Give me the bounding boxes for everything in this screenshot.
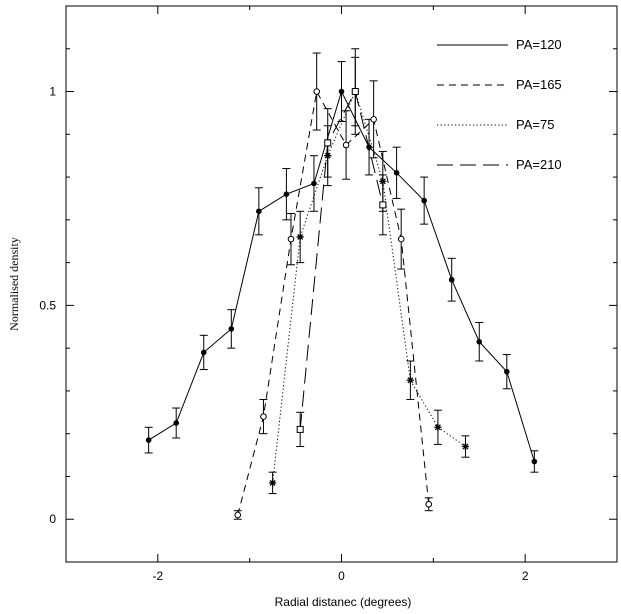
y-tick-label: 1 — [49, 85, 56, 99]
data-point — [287, 235, 295, 243]
series-line — [272, 90, 466, 483]
series-line — [299, 90, 384, 430]
data-point — [269, 479, 277, 487]
tick-labels: -2 0 2 0 0.5 1 — [39, 85, 529, 583]
data-point — [145, 437, 152, 443]
data-point — [531, 458, 538, 465]
x-axis-label: Radial distanec (degrees) — [275, 595, 412, 609]
ticks — [65, 5, 618, 563]
series-PA=120 — [144, 61, 539, 473]
data-point — [283, 191, 290, 197]
data-point — [260, 413, 267, 420]
data-point — [234, 511, 242, 519]
x-tick-label: 0 — [338, 569, 345, 583]
data-point — [425, 500, 433, 508]
legend-label: PA=210 — [516, 157, 562, 172]
data-point — [338, 88, 345, 95]
data-point — [351, 88, 359, 96]
data-point — [296, 233, 304, 241]
x-tick-label: 2 — [522, 569, 529, 583]
legend: PA=120 PA=165 PA=75 PA=210 — [437, 37, 562, 172]
data-point — [324, 139, 332, 147]
data-point — [228, 326, 235, 332]
legend-label: PA=165 — [516, 77, 562, 92]
data-point — [370, 116, 377, 123]
data-point — [393, 170, 400, 176]
y-tick-label: 0.5 — [39, 298, 56, 312]
data-point — [379, 201, 387, 209]
series-layer — [144, 48, 539, 520]
data-point — [476, 338, 483, 345]
data-point — [397, 235, 405, 243]
data-point — [311, 180, 317, 187]
data-point — [421, 197, 427, 204]
y-tick-label: 0 — [49, 512, 56, 526]
series-line — [237, 90, 430, 516]
data-point — [256, 208, 262, 215]
data-point — [200, 349, 207, 356]
data-point — [296, 425, 304, 433]
data-point — [461, 442, 470, 451]
data-point — [448, 276, 455, 283]
y-axis-label: Normalised density — [7, 237, 21, 331]
data-point — [342, 141, 350, 149]
legend-label: PA=120 — [516, 37, 562, 52]
data-point — [406, 376, 414, 384]
data-point — [504, 368, 510, 375]
series-PA=210 — [296, 48, 387, 448]
series-line — [148, 90, 535, 462]
data-point — [173, 420, 179, 426]
data-point — [434, 423, 442, 431]
data-point — [313, 88, 321, 95]
x-tick-label: -2 — [152, 569, 163, 583]
series-PA=165 — [233, 52, 433, 520]
legend-label: PA=75 — [516, 117, 554, 132]
